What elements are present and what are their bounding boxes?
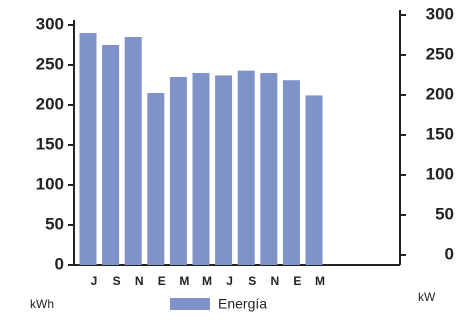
y2-tick-label: 150 — [426, 124, 454, 143]
bar — [124, 37, 142, 265]
y-tick-label: 300 — [36, 14, 64, 33]
y2-axis-label: kW — [418, 290, 436, 304]
bar — [237, 70, 255, 265]
x-tick-label: J — [226, 274, 233, 288]
x-tick-label: S — [113, 274, 121, 288]
y-tick-label: 150 — [36, 134, 64, 153]
y2-tick-label: 200 — [426, 84, 454, 103]
y-tick-label: 50 — [45, 214, 64, 233]
x-tick-label: E — [293, 274, 301, 288]
legend-label: Energía — [218, 296, 267, 312]
bar — [215, 75, 233, 266]
bar — [305, 95, 323, 266]
y2-tick-label: 300 — [426, 4, 454, 23]
y2-tick-label: 0 — [445, 244, 454, 263]
y-tick-label: 250 — [36, 54, 64, 73]
bar — [192, 73, 210, 265]
bar — [260, 73, 278, 265]
x-tick-label: N — [270, 274, 279, 288]
bar — [79, 33, 97, 265]
y2-tick-label: 50 — [435, 204, 454, 223]
y-tick-label: 200 — [36, 94, 64, 113]
x-tick-label: N — [135, 274, 144, 288]
bar — [282, 80, 300, 265]
x-tick-label: M — [202, 274, 212, 288]
y-tick-label: 100 — [36, 174, 64, 193]
y-tick-label: 0 — [55, 254, 64, 273]
x-tick-label: S — [248, 274, 256, 288]
legend-swatch — [170, 298, 210, 310]
x-tick-label: M — [315, 274, 325, 288]
bar — [147, 93, 165, 265]
y2-tick-label: 250 — [426, 44, 454, 63]
x-tick-label: J — [91, 274, 98, 288]
x-tick-label: E — [158, 274, 166, 288]
bar — [102, 45, 120, 265]
y2-tick-label: 100 — [426, 164, 454, 183]
y-axis-label: kWh — [30, 297, 54, 311]
bar — [169, 77, 187, 265]
x-tick-label: M — [179, 274, 189, 288]
